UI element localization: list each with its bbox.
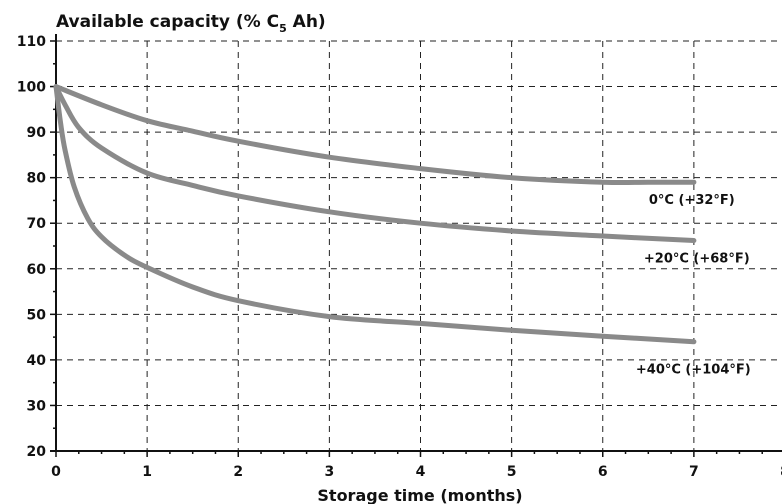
x-tick-label: 1 — [142, 464, 152, 480]
series-line — [53, 84, 697, 186]
series-line — [53, 84, 697, 243]
x-axis-label: Storage time (months) — [317, 486, 522, 504]
y-tick-label: 20 — [27, 444, 47, 460]
y-tick-label: 100 — [17, 80, 46, 96]
x-tick-label: 8 — [780, 464, 782, 480]
series-lines — [53, 84, 697, 345]
y-tick-label: 40 — [27, 353, 47, 369]
y-tick-label: 60 — [27, 262, 47, 278]
series-label: 0°C (+32°F) — [649, 193, 735, 208]
series-label: +20°C (+68°F) — [644, 252, 750, 267]
x-tick-label: 3 — [325, 464, 335, 480]
x-tick-label: 4 — [416, 464, 426, 480]
labels: 20 30 40 50 60 70 80 90 100 110 0 1 2 3 4 5 6 7 8 0°C (+32°… — [17, 34, 782, 480]
series-label: +40°C (+104°F) — [636, 363, 751, 378]
x-tick-label: 0 — [51, 464, 61, 480]
y-tick-label: 30 — [27, 398, 47, 414]
chart-title: Available capacity (% C5 Ah) — [56, 12, 326, 35]
x-tick-label: 6 — [598, 464, 608, 480]
x-tick-label: 7 — [689, 464, 699, 480]
y-tick-label: 70 — [27, 216, 47, 232]
grid — [56, 40, 782, 451]
y-tick-label: 80 — [27, 171, 47, 187]
y-tick-label: 50 — [27, 307, 47, 323]
series-line — [53, 84, 697, 345]
x-tick-label: 5 — [507, 464, 517, 480]
x-tick-label: 2 — [233, 464, 243, 480]
axes — [50, 34, 782, 457]
y-tick-label: 90 — [27, 125, 47, 141]
y-tick-label: 110 — [17, 34, 46, 50]
